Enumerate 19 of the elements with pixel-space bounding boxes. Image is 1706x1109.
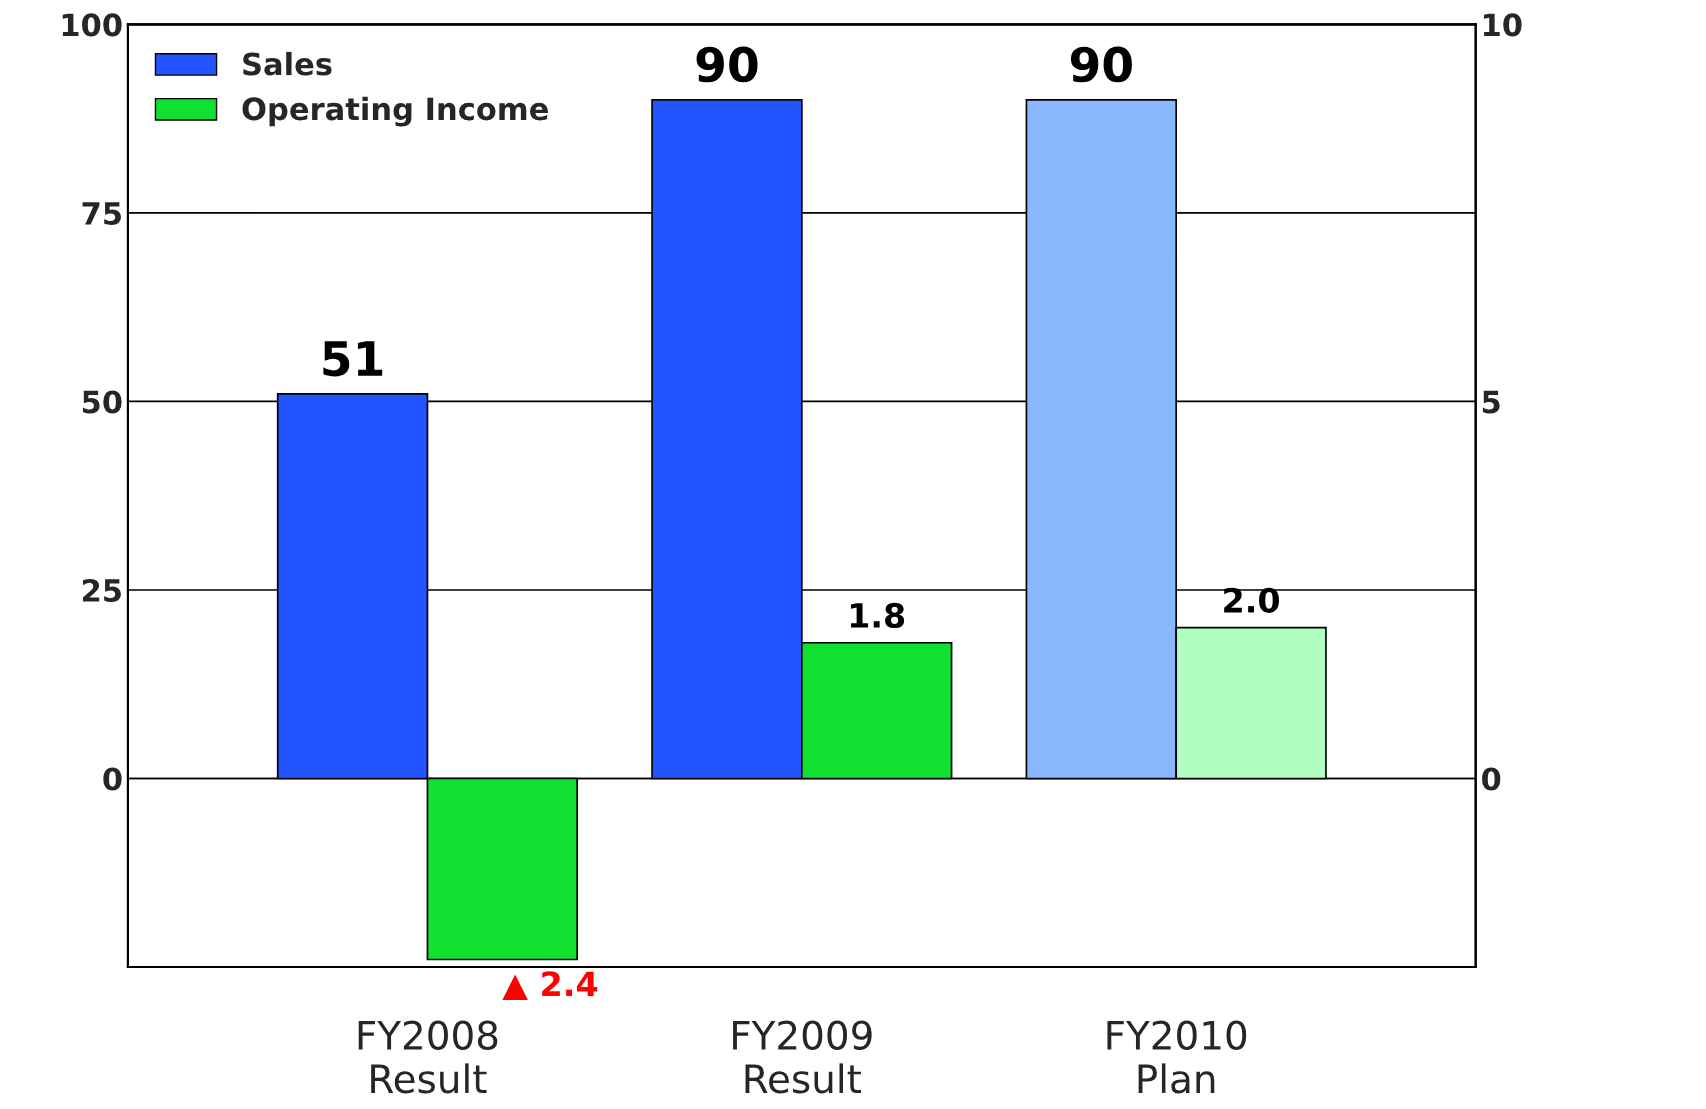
y2-tick-label: 10	[1484, 13, 1522, 37]
legend-label: Operating Income	[242, 96, 548, 127]
x-tick-label: FY2009 Result	[733, 1020, 872, 1094]
legend-label: Sales	[243, 51, 332, 76]
y-tick-label: 50	[82, 390, 122, 414]
data-label: 1.8	[850, 602, 905, 628]
y-tick-label: 100	[62, 13, 122, 37]
x-tick-label: FY2010 Plan	[1107, 1020, 1247, 1094]
data-label: 51	[323, 341, 383, 377]
x-tick-label: FY2008 Result	[358, 1020, 498, 1094]
y-tick-label: 0	[103, 767, 122, 791]
y-tick-label: 25	[82, 578, 121, 603]
data-label: 90	[1070, 46, 1132, 83]
text: ▲ 2.4	[502, 971, 598, 1001]
data-label: 2.0	[1224, 587, 1279, 613]
y-tick-label: 75	[82, 202, 121, 225]
y2-tick-label: 5	[1482, 390, 1500, 414]
data-label: 90	[696, 46, 758, 83]
y2-tick-label: 0	[1482, 767, 1501, 791]
